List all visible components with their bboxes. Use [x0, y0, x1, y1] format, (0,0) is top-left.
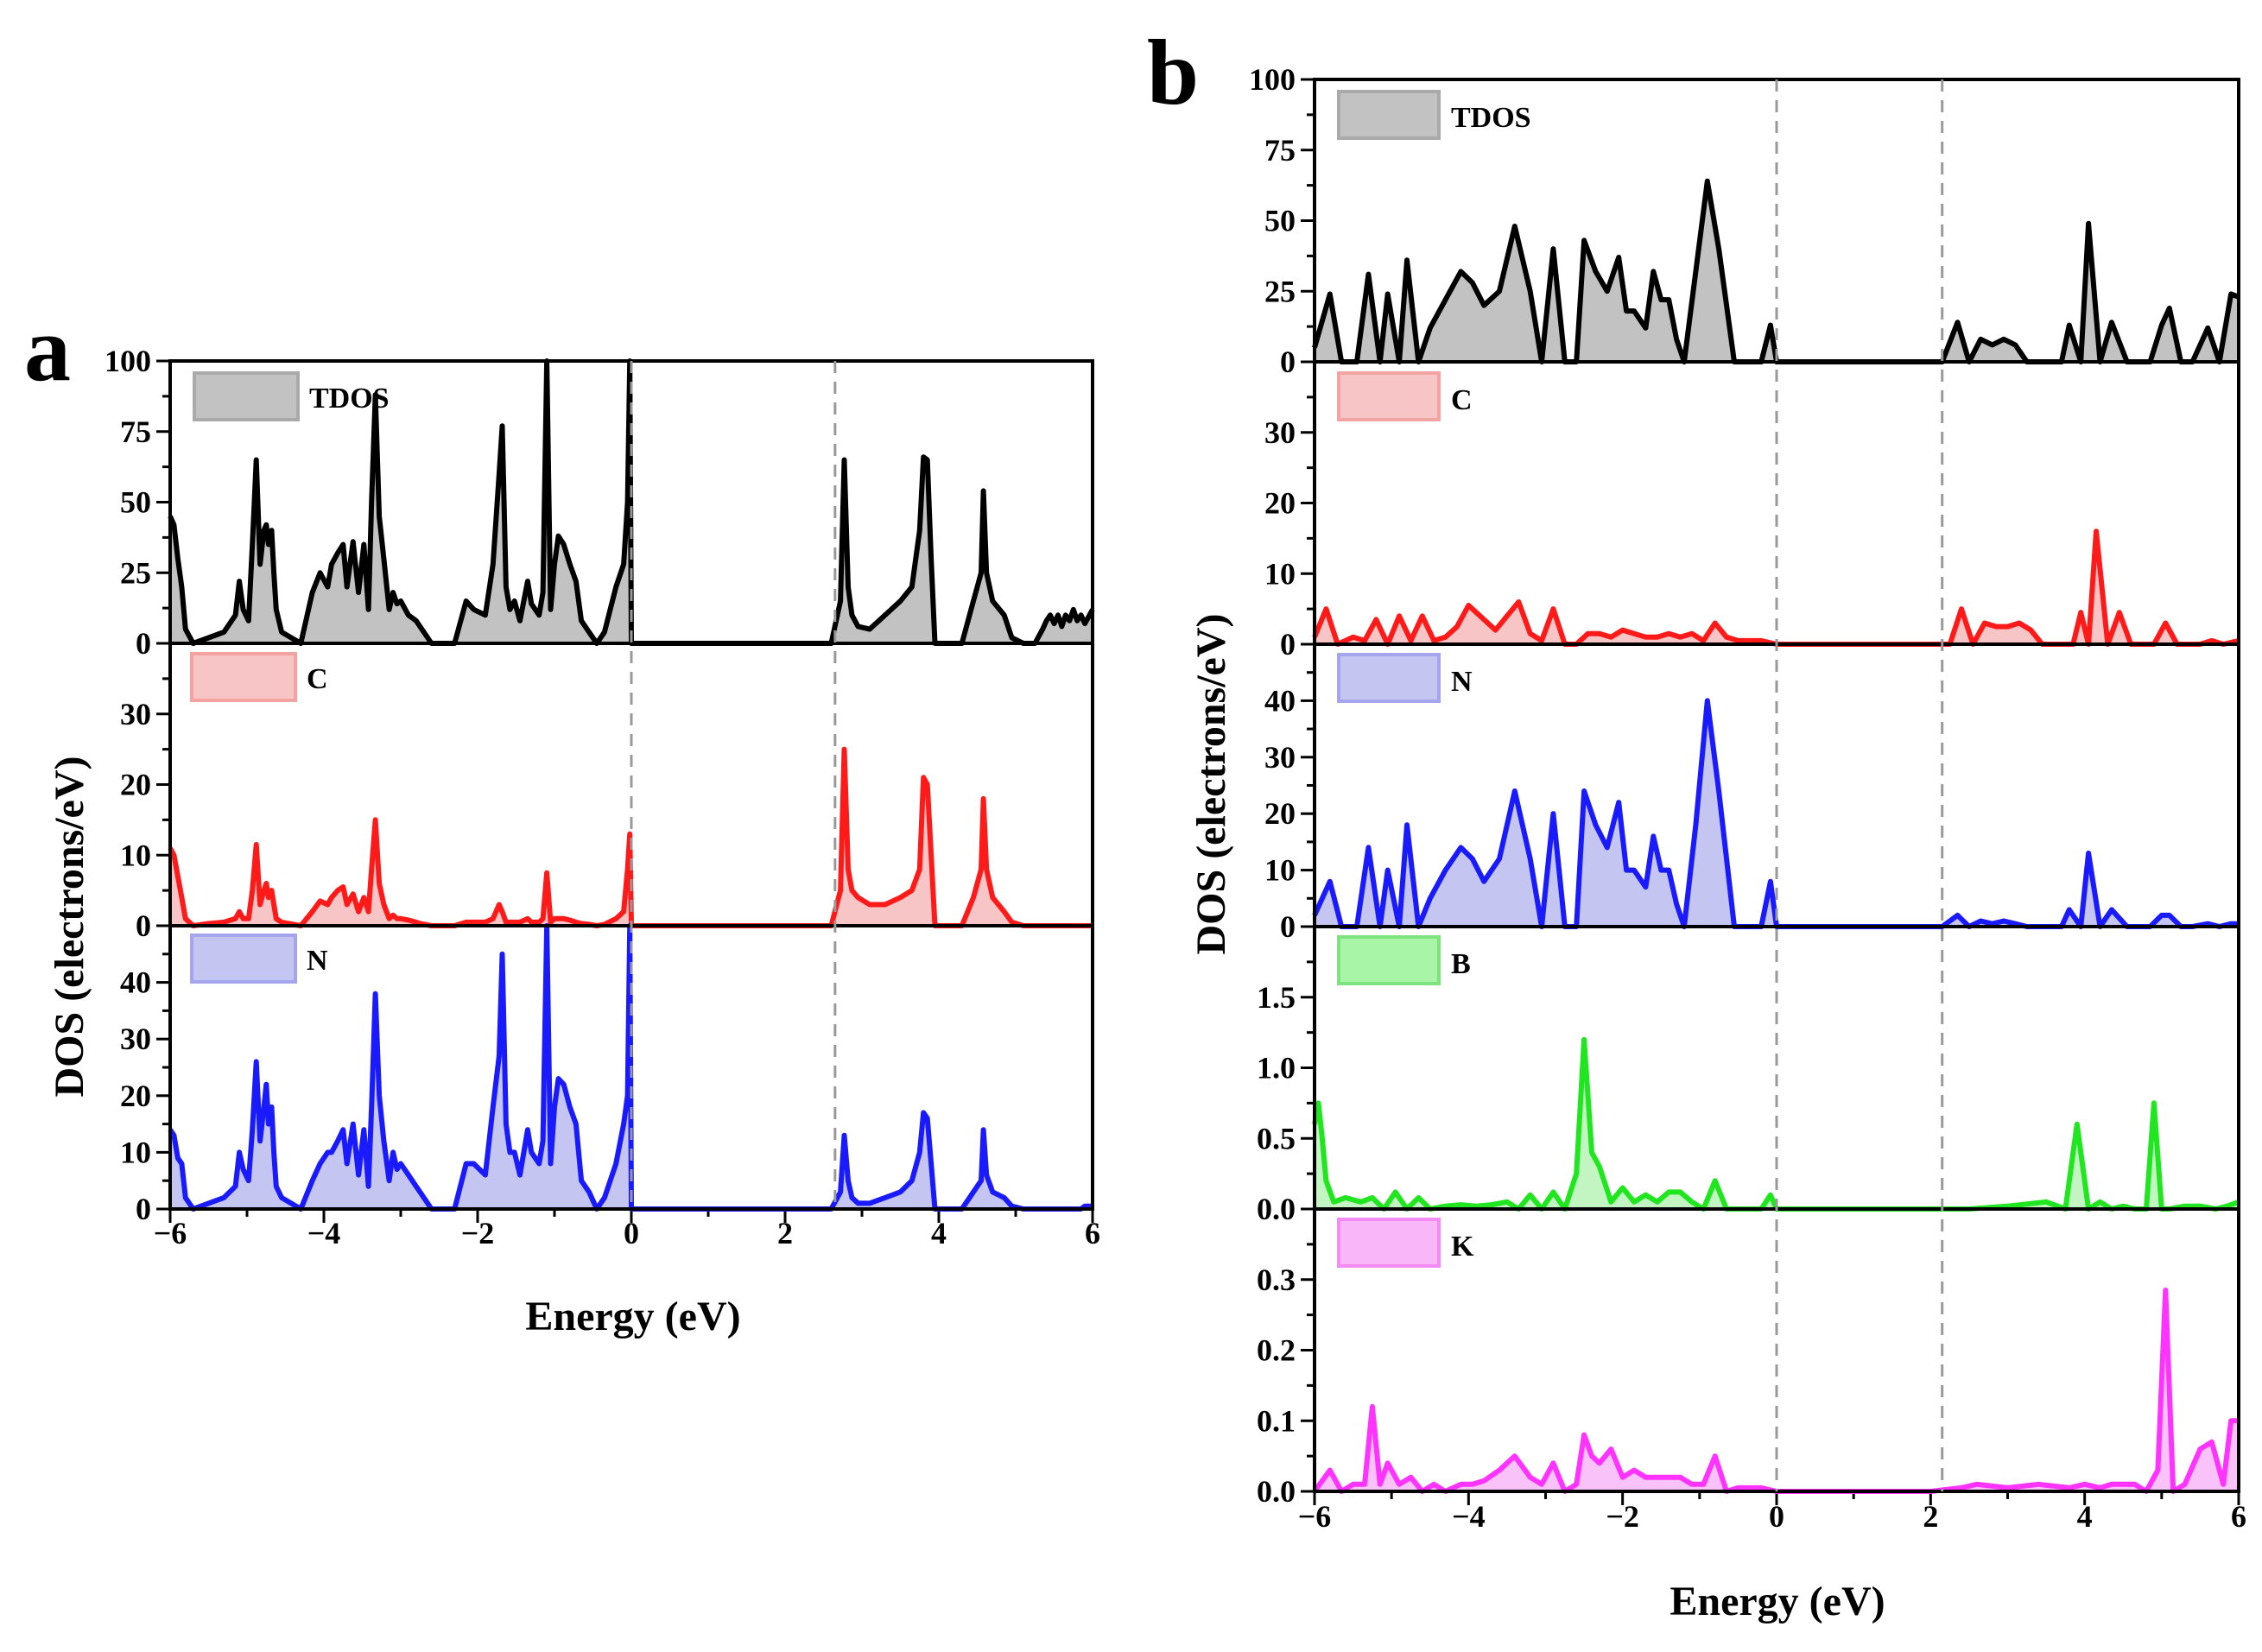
panel-b-k-ytick-label: 0.3	[1257, 1263, 1296, 1297]
panel-b-b-ytick-label: 1.5	[1257, 980, 1296, 1015]
panel-b-c-legend-swatch	[1337, 371, 1441, 421]
panel-b-b-legend-label: B	[1451, 948, 1471, 980]
panel-a-n-ytick-label: 30	[120, 1022, 151, 1056]
panel-a-c-ytick-label: 10	[120, 838, 151, 872]
panel-b-tdos-series-line	[1312, 178, 2240, 364]
panel-a-tdos-legend-swatch	[193, 371, 300, 421]
panel-a-c-ytick-label: 20	[120, 768, 151, 802]
panel-b-b-ytick-label: 0.5	[1257, 1121, 1296, 1155]
panel-b-xtick-label: 6	[2231, 1499, 2246, 1534]
panel-b-n-ytick-label: 0	[1280, 909, 1296, 944]
panel-b-k-legend-label: K	[1451, 1231, 1474, 1263]
panel-b-subplot-c: 0 10 20 30 C	[1264, 360, 2240, 661]
panel-b: b DOS (electrons/eV) Energy (eV) −6 −4 −2 0…	[1147, 22, 2246, 1624]
panel-b-b-ytick-label: 1.0	[1257, 1051, 1296, 1086]
panel-a-n-series-line	[168, 923, 1093, 1212]
panel-b-b-ytick-label: 0.0	[1257, 1192, 1296, 1226]
panel-b-n-legend-label: N	[1451, 666, 1473, 698]
panel-a-c-ytick-label: 0	[136, 908, 151, 943]
panel-a-xtick-label: 2	[777, 1216, 793, 1250]
panel-a-n-ytick-label: 40	[120, 965, 151, 1000]
panel-a-n-ytick-label: 10	[120, 1135, 151, 1169]
panel-b-x-ticks: −6 −4 −2 0 2 4 6	[1298, 1491, 2246, 1534]
panel-a-n-legend-label: N	[307, 945, 328, 977]
panel-b-xtick-label: 4	[2077, 1499, 2093, 1534]
panel-b-tdos-ytick-label: 0	[1280, 345, 1296, 379]
panel-b-n-ytick-label: 10	[1264, 853, 1296, 888]
panel-b-xtick-label: 0	[1769, 1499, 1784, 1534]
panel-b-n-area	[1315, 700, 2239, 927]
panel-a-n-legend-swatch	[190, 934, 297, 984]
panel-a-tdos-ytick-label: 75	[120, 415, 151, 449]
panel-b-tdos-ytick-label: 100	[1249, 62, 1296, 97]
panel-b-c-legend-label: C	[1451, 384, 1473, 416]
panel-a-tdos-ytick-label: 25	[120, 555, 151, 590]
panel-a-tdos-series-line	[168, 358, 1095, 646]
panel-b-xtick-label: −6	[1298, 1499, 1332, 1534]
panel-b-tdos-legend-swatch	[1337, 90, 1441, 140]
panel-b-k-ytick-label: 0.2	[1257, 1333, 1296, 1368]
panel-b-n-legend-swatch	[1337, 653, 1441, 703]
panel-b-k-legend-swatch	[1337, 1218, 1441, 1268]
panel-a-tdos-area	[170, 361, 1093, 643]
panel-a-tdos-legend-label: TDOS	[309, 383, 390, 415]
panel-b-k-ytick-label: 0.0	[1257, 1474, 1296, 1509]
panel-b-x-axis-title: Energy (eV)	[1670, 1579, 1885, 1624]
panel-a-xtick-label: 0	[624, 1216, 639, 1250]
panel-b-tdos-legend-label: TDOS	[1451, 102, 1531, 134]
panel-a-c-ytick-label: 30	[120, 697, 151, 731]
panel-b-n-ytick-label: 30	[1264, 740, 1296, 775]
panel-b-tdos-ytick-label: 75	[1264, 133, 1296, 168]
panel-a-xtick-label: −4	[307, 1216, 341, 1250]
panel-b-n-series-line	[1312, 698, 2239, 929]
panel-b-subplot-k: 0.0 0.1 0.2 0.3 K	[1257, 1207, 2240, 1509]
panel-a-tdos-ytick-label: 0	[136, 626, 151, 661]
panel-a-n-area	[170, 926, 1093, 1209]
panel-b-c-ytick-label: 20	[1264, 486, 1296, 521]
panel-a-letter: a	[24, 298, 71, 401]
panel-a-c-series-line	[168, 746, 1093, 928]
panel-b-y-axis-title: DOS (electrons/eV)	[1188, 613, 1234, 954]
panel-a-x-ticks: −6 −4 −2 0 2 4 6	[154, 1209, 1100, 1250]
panel-b-b-series-line	[1312, 1036, 2240, 1212]
panel-b-k-ytick-label: 0.1	[1257, 1403, 1296, 1438]
panel-b-tdos-area	[1315, 180, 2239, 362]
panel-b-n-ytick-label: 20	[1264, 796, 1296, 831]
panel-b-n-ytick-label: 40	[1264, 683, 1296, 718]
panel-b-tdos-ytick-label: 50	[1264, 204, 1296, 238]
panel-b-c-ytick-label: 10	[1264, 556, 1296, 591]
panel-a-xtick-label: 6	[1085, 1216, 1100, 1250]
panel-a-xtick-label: −2	[461, 1216, 495, 1250]
panel-a-xtick-label: 4	[931, 1216, 947, 1250]
panel-a-tdos-ytick-label: 100	[105, 344, 151, 378]
panel-a: a DOS (electrons/eV) Energy (eV) −6 −4 −2 0…	[24, 298, 1100, 1339]
panel-b-c-ytick-label: 0	[1280, 627, 1296, 661]
panel-a-c-legend-label: C	[307, 663, 328, 695]
panel-a-xtick-label: −6	[154, 1216, 187, 1250]
panel-a-y-axis-title: DOS (electrons/eV)	[47, 756, 92, 1097]
panel-b-letter: b	[1147, 22, 1199, 124]
panel-a-tdos-ytick-label: 50	[120, 485, 151, 520]
panel-b-c-series-line	[1312, 529, 2240, 647]
panel-a-x-axis-title: Energy (eV)	[525, 1294, 740, 1339]
panel-b-xtick-label: −4	[1452, 1499, 1486, 1534]
panel-a-subplot-c: 0 10 20 30 C	[120, 642, 1094, 943]
panel-b-xtick-label: −2	[1606, 1499, 1639, 1534]
panel-a-n-ytick-label: 0	[136, 1192, 151, 1226]
panel-b-tdos-ytick-label: 25	[1264, 274, 1296, 308]
panel-a-n-ytick-label: 20	[120, 1079, 151, 1113]
panel-a-c-legend-swatch	[190, 652, 297, 702]
panel-b-c-ytick-label: 30	[1264, 415, 1296, 450]
panel-b-b-legend-swatch	[1337, 935, 1441, 985]
panel-b-xtick-label: 2	[1923, 1499, 1938, 1534]
